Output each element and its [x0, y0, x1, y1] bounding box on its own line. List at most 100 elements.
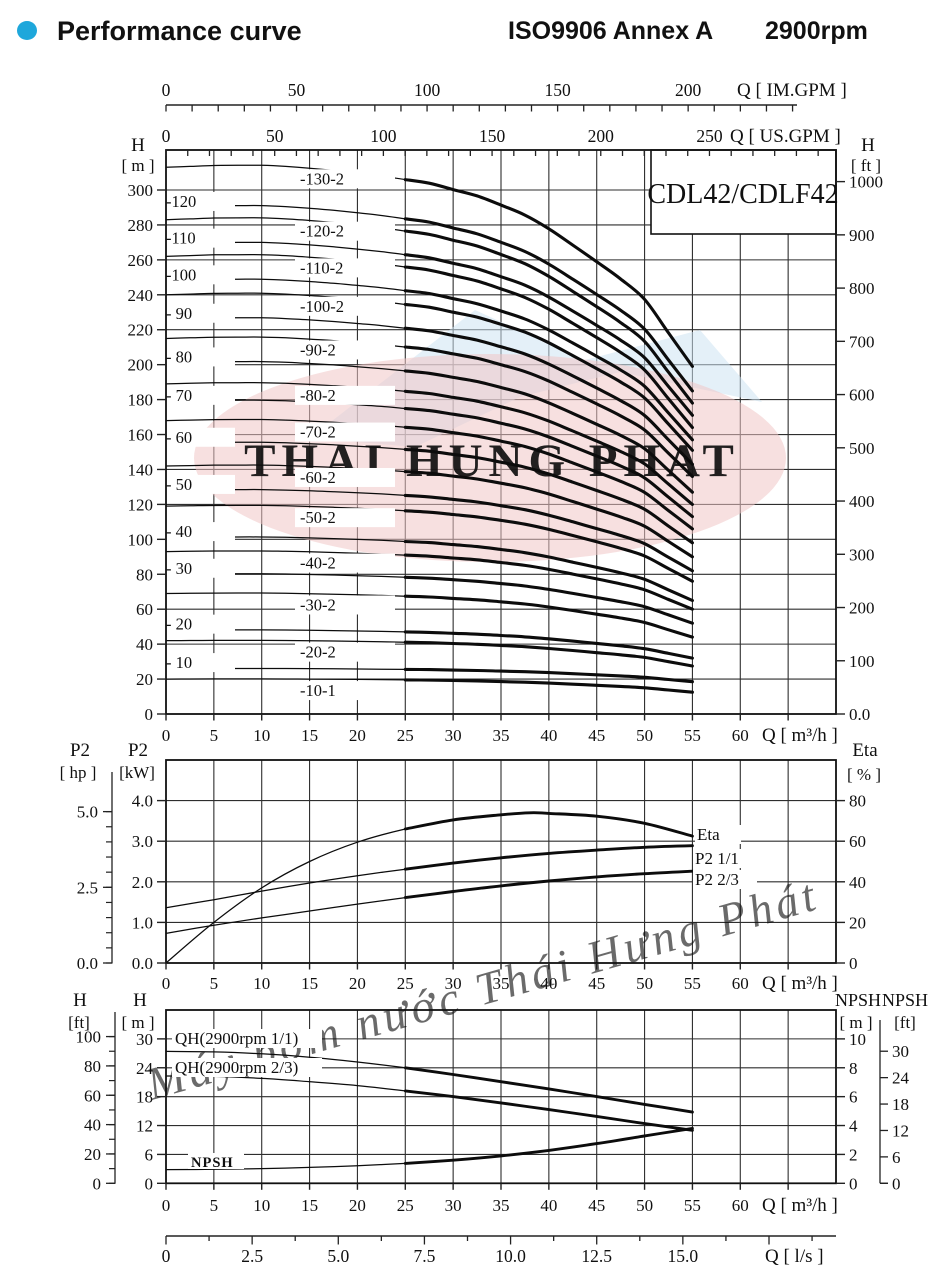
- svg-text:500: 500: [849, 439, 875, 458]
- svg-text:55: 55: [684, 974, 701, 993]
- curve-label: -90-2: [300, 340, 336, 359]
- power-efficiency-chart: Eta P2 1/1 P2 2/3 0.0 1.0 2.0 3.0 4.0 P2 [kW] 0.0 2…: [60, 740, 881, 994]
- curve-label: -80-2: [300, 386, 336, 405]
- svg-text:10: 10: [849, 1030, 866, 1049]
- svg-text:0: 0: [93, 1174, 102, 1193]
- svg-text:QH(2900rpm 2/3): QH(2900rpm 2/3): [175, 1058, 298, 1077]
- curve-label: -110: [166, 229, 196, 248]
- svg-text:6: 6: [145, 1145, 154, 1164]
- curve-label: - 10: [166, 653, 192, 672]
- svg-text:5: 5: [210, 726, 219, 745]
- svg-text:15: 15: [301, 974, 318, 993]
- svg-text:15: 15: [301, 1196, 318, 1215]
- svg-text:Q [ IM.GPM ]: Q [ IM.GPM ]: [737, 80, 847, 101]
- svg-text:24: 24: [136, 1059, 154, 1078]
- model-label: CDL42/CDLF42: [647, 179, 838, 210]
- curve-label: - 60: [166, 428, 192, 447]
- curve-label: -30-2: [300, 595, 336, 614]
- svg-text:2: 2: [849, 1145, 858, 1164]
- svg-text:300: 300: [849, 545, 875, 564]
- curve-label: - 90: [166, 304, 192, 323]
- svg-text:0: 0: [162, 1196, 171, 1215]
- svg-text:60: 60: [732, 1196, 749, 1215]
- svg-text:P2: P2: [128, 740, 148, 761]
- svg-text:100: 100: [849, 652, 875, 671]
- svg-text:40: 40: [540, 726, 557, 745]
- svg-text:30: 30: [892, 1042, 909, 1061]
- svg-text:150: 150: [479, 126, 506, 146]
- svg-text:40: 40: [84, 1116, 101, 1135]
- svg-text:H: H: [133, 990, 147, 1011]
- svg-text:Q [ m³/h ]: Q [ m³/h ]: [762, 1195, 838, 1216]
- svg-text:2.5: 2.5: [241, 1246, 263, 1266]
- svg-text:35: 35: [493, 726, 510, 745]
- svg-text:60: 60: [84, 1086, 101, 1105]
- svg-text:25: 25: [397, 974, 414, 993]
- svg-text:[kW]: [kW]: [119, 763, 155, 782]
- curve-label: -40-2: [300, 554, 336, 573]
- svg-text:[ft]: [ft]: [68, 1013, 90, 1032]
- svg-text:15: 15: [301, 726, 318, 745]
- curve-label: -10-1: [300, 681, 336, 700]
- svg-text:2.5: 2.5: [77, 878, 98, 897]
- svg-text:25: 25: [397, 1196, 414, 1215]
- svg-text:200: 200: [128, 356, 154, 375]
- svg-text:10: 10: [253, 1196, 270, 1215]
- svg-text:100: 100: [128, 530, 154, 549]
- svg-text:0: 0: [145, 1174, 154, 1193]
- svg-text:60: 60: [136, 600, 153, 619]
- svg-text:20: 20: [349, 726, 366, 745]
- svg-text:25: 25: [397, 726, 414, 745]
- curve-label: -110-2: [300, 258, 343, 277]
- svg-text:[ % ]: [ % ]: [847, 765, 881, 784]
- svg-text:60: 60: [849, 832, 866, 851]
- svg-text:300: 300: [128, 181, 154, 200]
- svg-text:Eta: Eta: [852, 740, 878, 761]
- svg-text:10: 10: [253, 726, 270, 745]
- standard-label: ISO9906 Annex A: [508, 17, 714, 45]
- svg-text:200: 200: [675, 80, 702, 100]
- svg-text:50: 50: [288, 80, 306, 100]
- svg-text:35: 35: [493, 974, 510, 993]
- svg-text:280: 280: [128, 216, 154, 235]
- curve-label: -130-2: [300, 169, 344, 188]
- svg-text:0: 0: [162, 1246, 171, 1266]
- svg-text:3.0: 3.0: [132, 832, 153, 851]
- svg-text:24: 24: [892, 1069, 910, 1088]
- svg-text:18: 18: [136, 1088, 153, 1107]
- svg-text:10: 10: [253, 974, 270, 993]
- svg-text:0.0: 0.0: [77, 954, 98, 973]
- svg-text:1000: 1000: [849, 173, 883, 192]
- svg-text:60: 60: [732, 974, 749, 993]
- plots: -130-2 -120 -120-2 -110 -110-2 -100 -100-2 - 90…: [60, 80, 928, 1267]
- svg-text:0: 0: [162, 80, 171, 100]
- svg-text:[ft]: [ft]: [894, 1013, 916, 1032]
- svg-text:900: 900: [849, 226, 875, 245]
- svg-text:Q [ m³/h ]: Q [ m³/h ]: [762, 973, 838, 994]
- curve-label: -20-2: [300, 643, 336, 662]
- svg-text:40: 40: [849, 873, 866, 892]
- curve-label: -60-2: [300, 468, 336, 487]
- svg-text:18: 18: [892, 1095, 909, 1114]
- svg-text:220: 220: [128, 321, 154, 340]
- svg-text:45: 45: [588, 974, 605, 993]
- curve-label: - 40: [166, 522, 192, 541]
- svg-text:140: 140: [128, 460, 154, 479]
- svg-text:2.0: 2.0: [132, 873, 153, 892]
- svg-text:160: 160: [128, 426, 154, 445]
- svg-text:30: 30: [445, 1196, 462, 1215]
- curve-label: - 50: [166, 475, 192, 494]
- svg-text:50: 50: [636, 726, 653, 745]
- curve-label: -100: [166, 265, 196, 284]
- svg-text:600: 600: [849, 386, 875, 405]
- svg-text:20: 20: [349, 1196, 366, 1215]
- svg-text:Q [ m³/h ]: Q [ m³/h ]: [762, 725, 838, 746]
- svg-text:P2 1/1: P2 1/1: [695, 849, 739, 868]
- svg-text:250: 250: [696, 126, 723, 146]
- svg-text:20: 20: [849, 913, 866, 932]
- svg-text:30: 30: [136, 1030, 153, 1049]
- svg-text:H: H: [131, 135, 145, 156]
- qh-npsh-chart: QH(2900rpm 1/1) QH(2900rpm 2/3) NPSH 0 6 12 18…: [68, 990, 928, 1267]
